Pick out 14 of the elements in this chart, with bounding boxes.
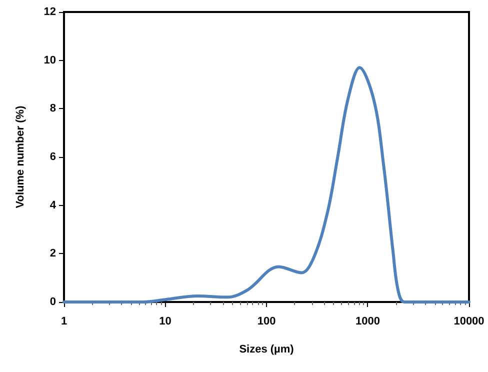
y-tick-label: 4 bbox=[50, 199, 57, 212]
y-tick-label: 10 bbox=[44, 54, 56, 66]
y-tick-label: 0 bbox=[50, 296, 56, 308]
x-tick-label: 10 bbox=[159, 316, 172, 328]
x-tick-label: 100 bbox=[257, 316, 276, 328]
y-tick-label: 6 bbox=[50, 151, 56, 163]
x-tick-label: 1 bbox=[60, 316, 68, 328]
x-tick-label: 10000 bbox=[454, 316, 484, 328]
y-tick-label: 2 bbox=[50, 248, 56, 260]
x-axis-title: Sizes (µm) bbox=[239, 344, 294, 356]
x-tick-label: 1000 bbox=[356, 316, 380, 328]
y-tick-label: 8 bbox=[50, 102, 56, 115]
y-tick-label: 12 bbox=[44, 6, 56, 18]
y-axis-title: Volume number (%) bbox=[14, 105, 26, 208]
